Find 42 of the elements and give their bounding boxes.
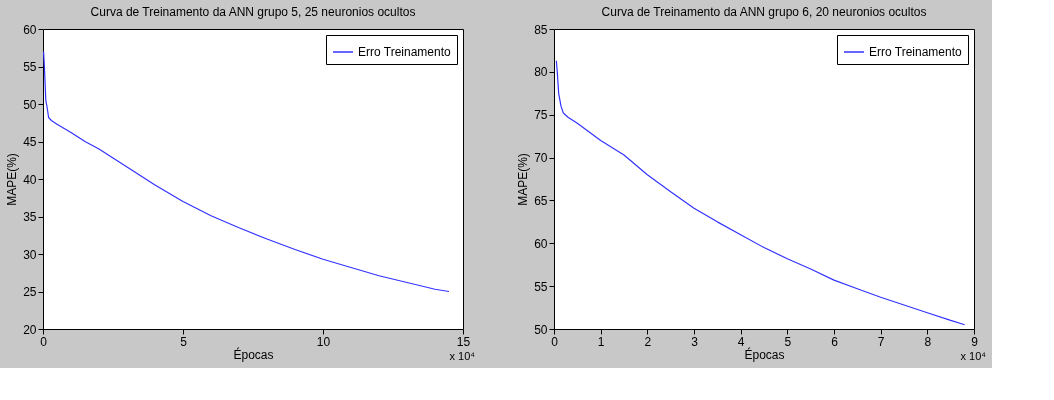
y-tick-label: 20 [23,322,37,337]
chart-title: Curva de Treinamento da ANN grupo 5, 25 neuronios ocultos [90,5,416,19]
y-tick-label: 45 [23,135,37,149]
x-tick-label: 9 [971,334,979,349]
text: x 10⁴ [960,350,987,362]
y-tick-label: 25 [23,285,37,299]
y-tick-label: 30 [23,247,37,262]
x-tick-label: 0 [40,334,48,349]
y-tick-label: 40 [23,172,37,187]
y-tick-label: 60 [23,22,37,37]
y-axis-title: MAPE(%) [5,153,20,206]
y-tick-label: 55 [23,60,37,74]
y-tick-label: 75 [534,108,548,123]
y-axis-title: MAPE(%) [516,153,531,206]
x-tick-label: 15 [456,334,471,349]
x-tick-label: 6 [831,334,839,349]
x-tick-label: 8 [924,334,932,349]
x-tick-label: 3 [691,334,699,349]
x-tick-label: 10 [316,334,331,349]
y-tick-label: 85 [534,22,548,37]
line-series [555,60,966,326]
y-tick-label: 60 [534,236,548,251]
y-tick-label: 35 [23,210,37,224]
y-tick-label: 80 [534,65,548,80]
x-tick-label: 5 [784,334,792,349]
text: x 10⁴ [449,350,476,362]
x-tick-label: 4 [737,334,745,349]
x-tick-label: 0 [551,334,559,349]
x-axis-title: Épocas [233,346,274,362]
chart-title: Curva de Treinamento da ANN grupo 6, 20 neuronios ocultos [601,5,927,19]
x-tick-label: 2 [644,334,652,349]
y-tick-label: 50 [534,322,548,337]
x-axis-title: Épocas [744,346,785,362]
x-tick-label: 1 [597,334,605,349]
x-tick-label: 5 [180,334,188,349]
legend-label: Erro Treinamento [358,45,452,59]
legend-label: Erro Treinamento [869,45,963,59]
x-tick-label: 7 [877,334,885,349]
y-tick-label: 70 [534,151,548,166]
y-tick-label: 55 [534,279,548,294]
y-tick-label: 65 [534,193,548,208]
y-tick-label: 50 [23,97,37,112]
